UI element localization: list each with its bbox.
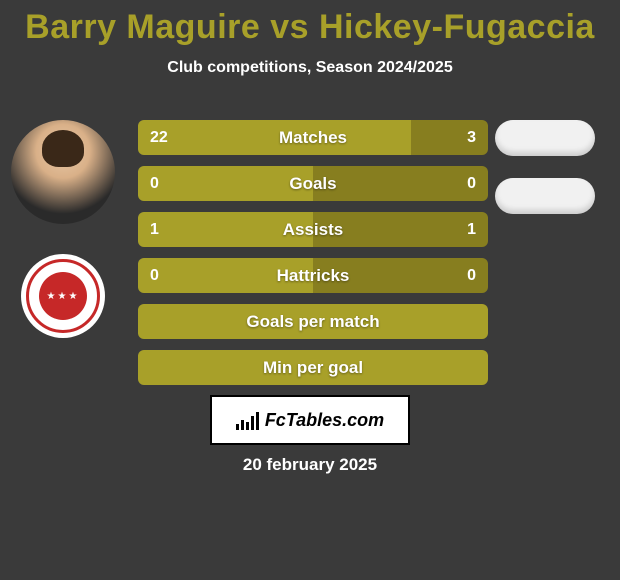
stat-value-right: 0 bbox=[467, 267, 476, 285]
opponent-pill-2 bbox=[495, 178, 595, 214]
right-column bbox=[487, 120, 602, 214]
stat-label: Min per goal bbox=[138, 358, 488, 378]
stat-value-left: 0 bbox=[150, 267, 159, 285]
fctables-watermark: FcTables.com bbox=[210, 395, 410, 445]
stat-value-right: 1 bbox=[467, 221, 476, 239]
stat-bar-goals-per-match: Goals per match bbox=[138, 304, 488, 339]
comparison-bars: Matches223Goals00Assists11Hattricks00Goa… bbox=[138, 120, 488, 385]
stat-value-left: 1 bbox=[150, 221, 159, 239]
stat-bar-min-per-goal: Min per goal bbox=[138, 350, 488, 385]
left-column bbox=[8, 120, 118, 338]
opponent-pill-1 bbox=[495, 120, 595, 156]
fctables-text: FcTables.com bbox=[265, 410, 384, 431]
stat-bar-matches: Matches22 3 bbox=[138, 120, 488, 155]
stat-label: Hattricks bbox=[138, 266, 488, 286]
stat-bar-hattricks: Hattricks0 0 bbox=[138, 258, 488, 293]
stat-bar-assists: Assists1 1 bbox=[138, 212, 488, 247]
page-title: Barry Maguire vs Hickey-Fugaccia bbox=[0, 0, 620, 47]
stat-value-right: 0 bbox=[467, 175, 476, 193]
stat-label: Goals per match bbox=[138, 312, 488, 332]
player-avatar bbox=[11, 120, 115, 224]
club-badge bbox=[21, 254, 105, 338]
stat-value-right: 3 bbox=[467, 129, 476, 147]
stat-value-left: 22 bbox=[150, 129, 168, 147]
stat-bar-goals: Goals0 0 bbox=[138, 166, 488, 201]
date-label: 20 february 2025 bbox=[0, 455, 620, 475]
stat-label: Goals bbox=[138, 174, 488, 194]
fctables-icon bbox=[236, 410, 259, 430]
stat-value-left: 0 bbox=[150, 175, 159, 193]
stat-label: Assists bbox=[138, 220, 488, 240]
page-subtitle: Club competitions, Season 2024/2025 bbox=[0, 59, 620, 77]
stat-label: Matches bbox=[138, 128, 488, 148]
